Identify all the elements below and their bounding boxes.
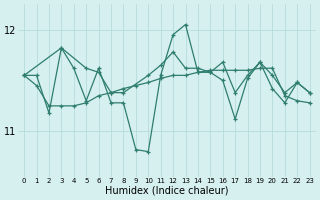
X-axis label: Humidex (Indice chaleur): Humidex (Indice chaleur) bbox=[105, 186, 228, 196]
